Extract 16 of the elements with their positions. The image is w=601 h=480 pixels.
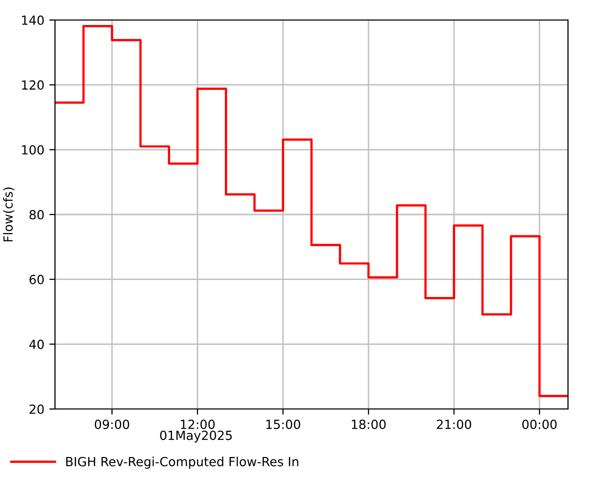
x-tick-label: 12:00 — [180, 420, 215, 430]
x-tick-label: 18:00 — [352, 420, 386, 430]
y-axis-title: Flow(cfs) — [3, 188, 14, 242]
text: 01May2025 — [160, 430, 232, 442]
y-tick-label: 120 — [22, 80, 44, 90]
y-tick-label: 40 — [29, 340, 44, 350]
y-tick-label: 100 — [22, 145, 44, 155]
y-tick-label: 140 — [22, 15, 44, 25]
legend-label: BIGH Rev-Regi-Computed Flow-Res In — [66, 456, 298, 469]
x-tick-label: 15:00 — [266, 420, 300, 430]
x-tick-label: 21:00 — [436, 420, 472, 430]
x-tick-label: 00:00 — [522, 420, 557, 430]
x-tick-label: 09:00 — [94, 420, 130, 430]
y-tick-label: 60 — [30, 274, 44, 284]
y-tick-label: 20 — [30, 404, 44, 414]
y-tick-label: 80 — [30, 210, 44, 220]
